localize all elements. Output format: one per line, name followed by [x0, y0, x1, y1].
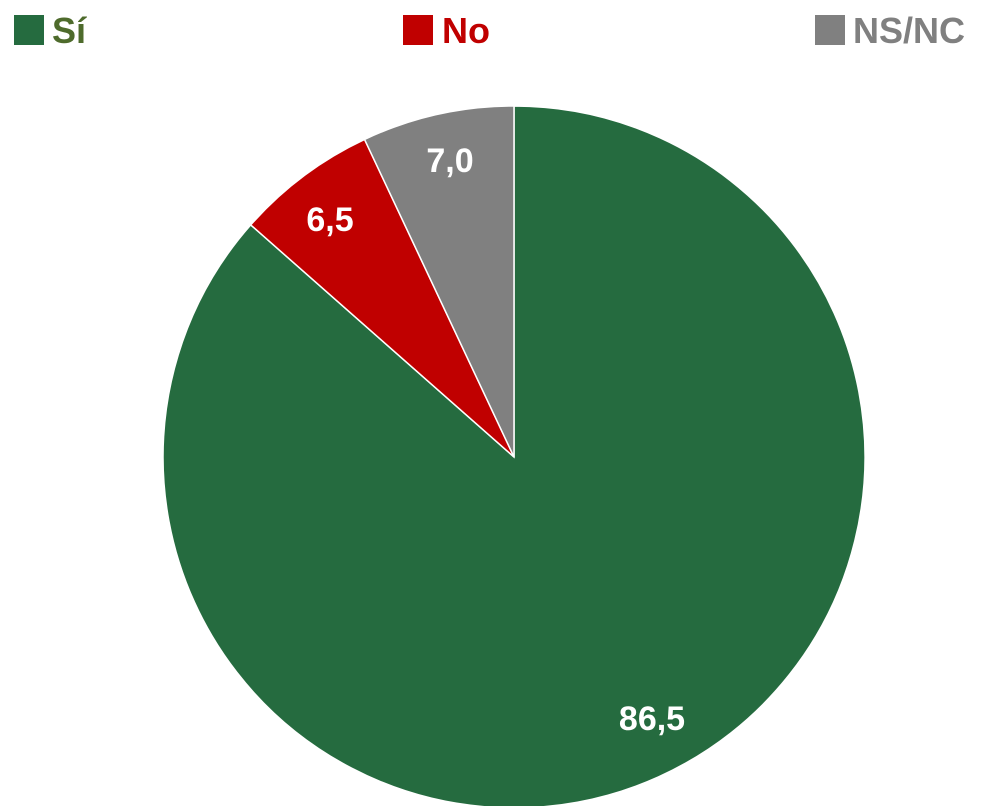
legend-swatch-si: [14, 15, 44, 45]
legend-item-si: Sí: [14, 10, 87, 51]
pie-slices: [162, 105, 866, 806]
legend-item-no: No: [403, 10, 490, 51]
data-label-no: 6,5: [306, 201, 353, 239]
legend: Sí No NS/NC: [14, 10, 965, 51]
pie-data-labels: 86,5 6,5 7,0: [306, 142, 685, 738]
legend-swatch-no: [403, 15, 433, 45]
pie-slice-no: [249, 138, 515, 458]
legend-item-nsnc: NS/NC: [815, 10, 965, 51]
legend-label-no: No: [442, 10, 490, 51]
legend-swatch-nsnc: [815, 15, 845, 45]
pie-slice-nsnc: [363, 105, 515, 458]
legend-label-nsnc: NS/NC: [853, 10, 965, 51]
legend-label-si: Sí: [52, 10, 87, 51]
data-label-nsnc: 7,0: [426, 142, 473, 180]
pie-slice-si: [162, 105, 866, 806]
data-label-si: 86,5: [619, 700, 685, 738]
